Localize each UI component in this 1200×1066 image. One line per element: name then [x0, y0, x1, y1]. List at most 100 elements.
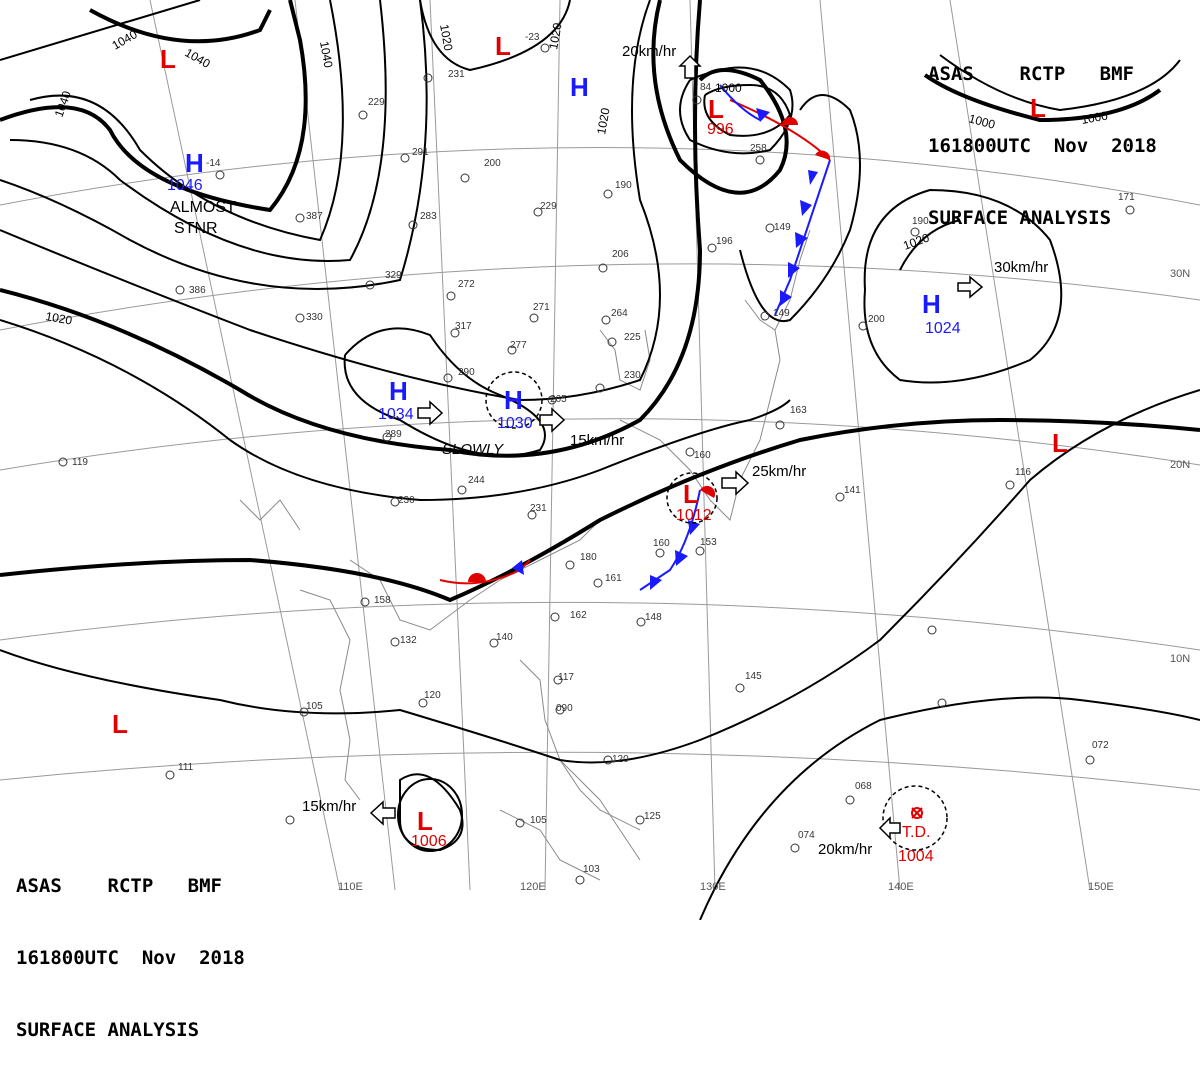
header-top-line3: SURFACE ANALYSIS — [928, 207, 1112, 229]
header-top-line1: ASAS RCTP BMF — [928, 63, 1134, 85]
svg-text:141: 141 — [844, 485, 861, 496]
high-center-value: 1030 — [497, 415, 533, 432]
svg-text:161: 161 — [605, 573, 622, 584]
svg-text:206: 206 — [612, 249, 629, 260]
svg-text:271: 271 — [533, 302, 550, 313]
svg-text:196: 196 — [716, 236, 733, 247]
movement-speed-label: 15km/hr — [302, 798, 356, 815]
svg-text:229: 229 — [540, 201, 557, 212]
svg-text:105: 105 — [306, 701, 323, 712]
svg-text:329: 329 — [385, 270, 402, 281]
header-bottom-line2: 161800UTC Nov 2018 — [16, 947, 245, 969]
svg-text:386: 386 — [189, 285, 206, 296]
svg-text:291: 291 — [412, 147, 429, 158]
svg-text:163: 163 — [790, 405, 807, 416]
arrow-west-icon — [369, 800, 396, 826]
isobar-label: 1020 — [437, 23, 455, 52]
high-center-value: 1046 — [167, 177, 203, 194]
arrow-southeast-icon — [417, 400, 444, 426]
svg-text:330: 330 — [306, 312, 323, 323]
low-center-symbol: L — [1030, 93, 1046, 123]
svg-text:244: 244 — [468, 475, 485, 486]
isobar-label: 1000 — [715, 81, 742, 95]
low-center-symbol: L — [708, 94, 724, 124]
svg-text:148: 148 — [645, 612, 662, 623]
movement-speed-label: 25km/hr — [752, 463, 806, 480]
fronts — [439, 84, 831, 591]
high-center-value: 1034 — [378, 406, 414, 423]
high-center-symbol: H — [922, 289, 941, 319]
high-center-symbol: H — [389, 376, 408, 406]
header-top-line2: 161800UTC Nov 2018 — [928, 135, 1157, 157]
svg-text:289: 289 — [385, 429, 402, 440]
low-pressure-centers: L L L 996 L L 1012 L L L 1006 — [112, 31, 1068, 850]
svg-text:105: 105 — [530, 815, 547, 826]
svg-text:290: 290 — [458, 367, 475, 378]
header-bottom-line3: SURFACE ANALYSIS — [16, 1019, 200, 1041]
svg-text:258: 258 — [750, 143, 767, 154]
svg-text:272: 272 — [458, 279, 475, 290]
lon-label: 110E — [338, 881, 363, 893]
td-symbol-icon — [911, 807, 923, 819]
low-center-value: 1012 — [676, 507, 712, 524]
low-center-symbol: L — [160, 44, 176, 74]
low-center-symbol: L — [495, 31, 511, 61]
svg-text:068: 068 — [855, 781, 872, 792]
isobars — [0, 0, 1200, 920]
svg-text:149: 149 — [774, 222, 791, 233]
svg-text:277: 277 — [510, 340, 527, 351]
svg-text:-23: -23 — [525, 32, 540, 43]
svg-text:230: 230 — [624, 370, 641, 381]
high-note-almost: ALMOST — [170, 199, 236, 216]
isobar-label: 1000 — [967, 111, 997, 132]
lat-label: 10N — [1170, 653, 1190, 665]
high-center-value: 1024 — [925, 320, 961, 337]
arrow-east-icon — [539, 407, 566, 433]
svg-text:230: 230 — [398, 495, 415, 506]
high-center-symbol: H — [504, 385, 523, 415]
svg-text:125: 125 — [644, 811, 661, 822]
header-top: ASAS RCTP BMF 161800UTC Nov 2018 SURFACE… — [928, 14, 1157, 254]
svg-text:140: 140 — [496, 632, 513, 643]
low-center-symbol: L — [417, 806, 433, 836]
lat-label: 30N — [1170, 268, 1190, 280]
isobar-label: 1040 — [317, 40, 335, 69]
lon-label: 140E — [888, 881, 914, 893]
svg-text:-14: -14 — [206, 158, 221, 169]
isobar-label: 1000 — [1080, 108, 1109, 126]
station-observations: 291 200 -23 231 229 -14 387 283 229 190 … — [58, 32, 1135, 885]
isobar-label: 1020 — [546, 21, 564, 50]
arrow-north-icon — [678, 54, 702, 79]
svg-text:120: 120 — [424, 690, 441, 701]
svg-text:180: 180 — [580, 552, 597, 563]
low-center-value: 996 — [707, 121, 734, 138]
high-pressure-centers: H 1046 ALMOST STNR H H 1034 H 1030 H 102… — [167, 72, 961, 432]
svg-text:111: 111 — [178, 762, 194, 773]
arrow-east-icon — [957, 275, 984, 299]
svg-text:090: 090 — [556, 703, 573, 714]
isobar-label: 1020 — [594, 106, 612, 135]
svg-text:145: 145 — [745, 671, 762, 682]
center-rings — [397, 371, 948, 852]
movement-speed-label: 30km/hr — [994, 259, 1048, 276]
svg-text:103: 103 — [583, 864, 600, 875]
td-value: 1004 — [898, 848, 934, 865]
lon-label: 130E — [700, 881, 726, 893]
isobar-labels: 1040 1040 1040 1040 1020 1020 1020 1000 … — [44, 21, 1109, 327]
svg-text:117: 117 — [558, 672, 574, 683]
svg-text:119: 119 — [72, 457, 88, 468]
movement-speed-label: 20km/hr — [818, 841, 872, 858]
svg-text:190: 190 — [615, 180, 632, 191]
svg-text:158: 158 — [374, 595, 391, 606]
svg-text:160: 160 — [653, 538, 670, 549]
svg-text:120: 120 — [612, 754, 629, 765]
svg-text:231: 231 — [448, 69, 465, 80]
surface-analysis-map: 291 200 -23 231 229 -14 387 283 229 190 … — [0, 0, 1200, 920]
svg-text:317: 317 — [455, 321, 472, 332]
svg-text:153: 153 — [700, 537, 717, 548]
svg-text:231: 231 — [530, 503, 547, 514]
svg-text:072: 072 — [1092, 740, 1109, 751]
svg-text:229: 229 — [368, 97, 385, 108]
svg-text:162: 162 — [570, 610, 587, 621]
svg-text:264: 264 — [611, 308, 628, 319]
